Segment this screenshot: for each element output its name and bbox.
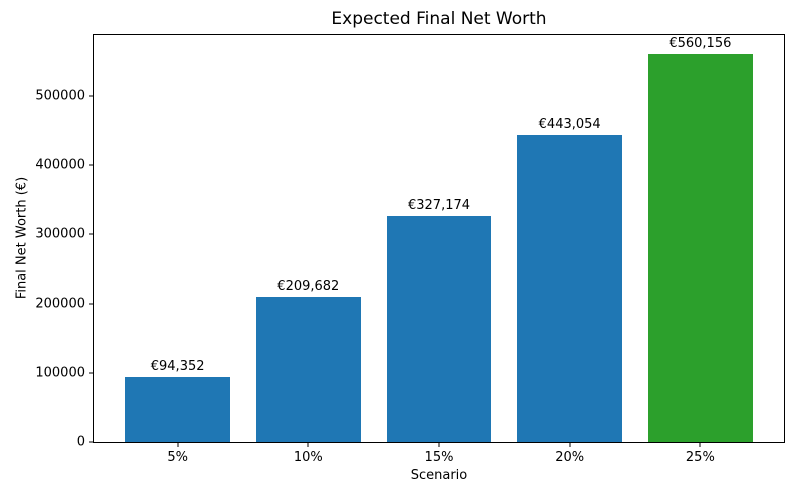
bar-value-label: €560,156	[669, 36, 732, 52]
y-tick-mark	[89, 303, 94, 305]
y-tick-mark	[89, 372, 94, 374]
x-tick-mark	[569, 442, 571, 447]
bar-10%	[256, 296, 361, 442]
x-tick-label: 15%	[424, 450, 454, 465]
y-tick-label: 100000	[35, 365, 85, 381]
y-tick-mark	[89, 95, 94, 97]
bar-value-label: €327,174	[407, 197, 471, 213]
y-tick-label: 200000	[35, 296, 85, 312]
y-axis-label: Final Net Worth (€)	[14, 176, 30, 300]
y-tick-label: 0	[76, 434, 85, 450]
y-tick-label: 300000	[35, 226, 85, 242]
plot-area: €94,352 5% €209,682 10% €327,174 15% €443,054 2…	[35, 34, 785, 465]
bar-value-label: €209,682	[277, 278, 340, 294]
bar-value-label: €94,352	[150, 358, 205, 374]
x-tick-mark	[307, 442, 309, 447]
chart-title: Expected Final Net Worth	[331, 9, 547, 29]
y-tick-label: 500000	[35, 88, 85, 104]
x-tick-label: 20%	[555, 450, 585, 465]
x-tick-label: 25%	[685, 450, 715, 465]
x-tick-mark	[699, 442, 701, 447]
x-tick-mark	[438, 442, 440, 447]
x-tick-mark	[177, 442, 179, 447]
bar-value-label: €443,054	[538, 117, 601, 133]
y-tick-mark	[89, 233, 94, 235]
y-tick-mark	[89, 164, 94, 166]
bar-25%	[648, 54, 753, 442]
x-tick-label: 10%	[293, 450, 323, 465]
bar-20%	[517, 135, 622, 442]
x-axis-label: Scenario	[410, 468, 468, 483]
y-tick-label: 400000	[35, 157, 85, 173]
x-tick-label: 5%	[167, 450, 188, 465]
bar-5%	[125, 376, 230, 442]
bar-15%	[386, 215, 492, 442]
y-tick-mark	[89, 441, 94, 443]
